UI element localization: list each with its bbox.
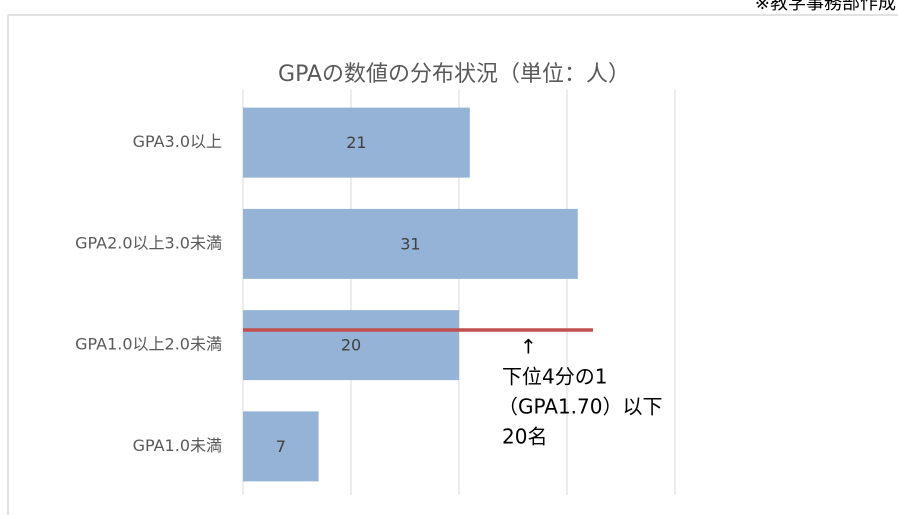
y-tick-label: GPA3.0以上 [133,132,222,151]
note: ※教学事務部作成 [755,0,896,14]
annotation: （GPA1.70）以下 [498,395,663,419]
bar [243,411,319,482]
data-label: 20 [341,336,361,355]
annotation: ↑ [520,335,537,359]
annotation: 下位4分の1 [502,365,607,389]
annotation: 20名 [502,425,547,449]
bar [243,107,470,178]
bar [243,310,459,381]
data-label: 31 [400,234,420,253]
y-tick-label: GPA1.0以上2.0未満 [75,335,222,354]
y-tick-label: GPA1.0未満 [133,436,222,455]
data-label: 21 [346,133,366,152]
bar [243,208,578,279]
y-tick-label: GPA2.0以上3.0未満 [75,233,222,252]
data-label: 7 [276,437,286,456]
chart-title: GPAの数値の分布状況（単位：人） [278,62,630,87]
